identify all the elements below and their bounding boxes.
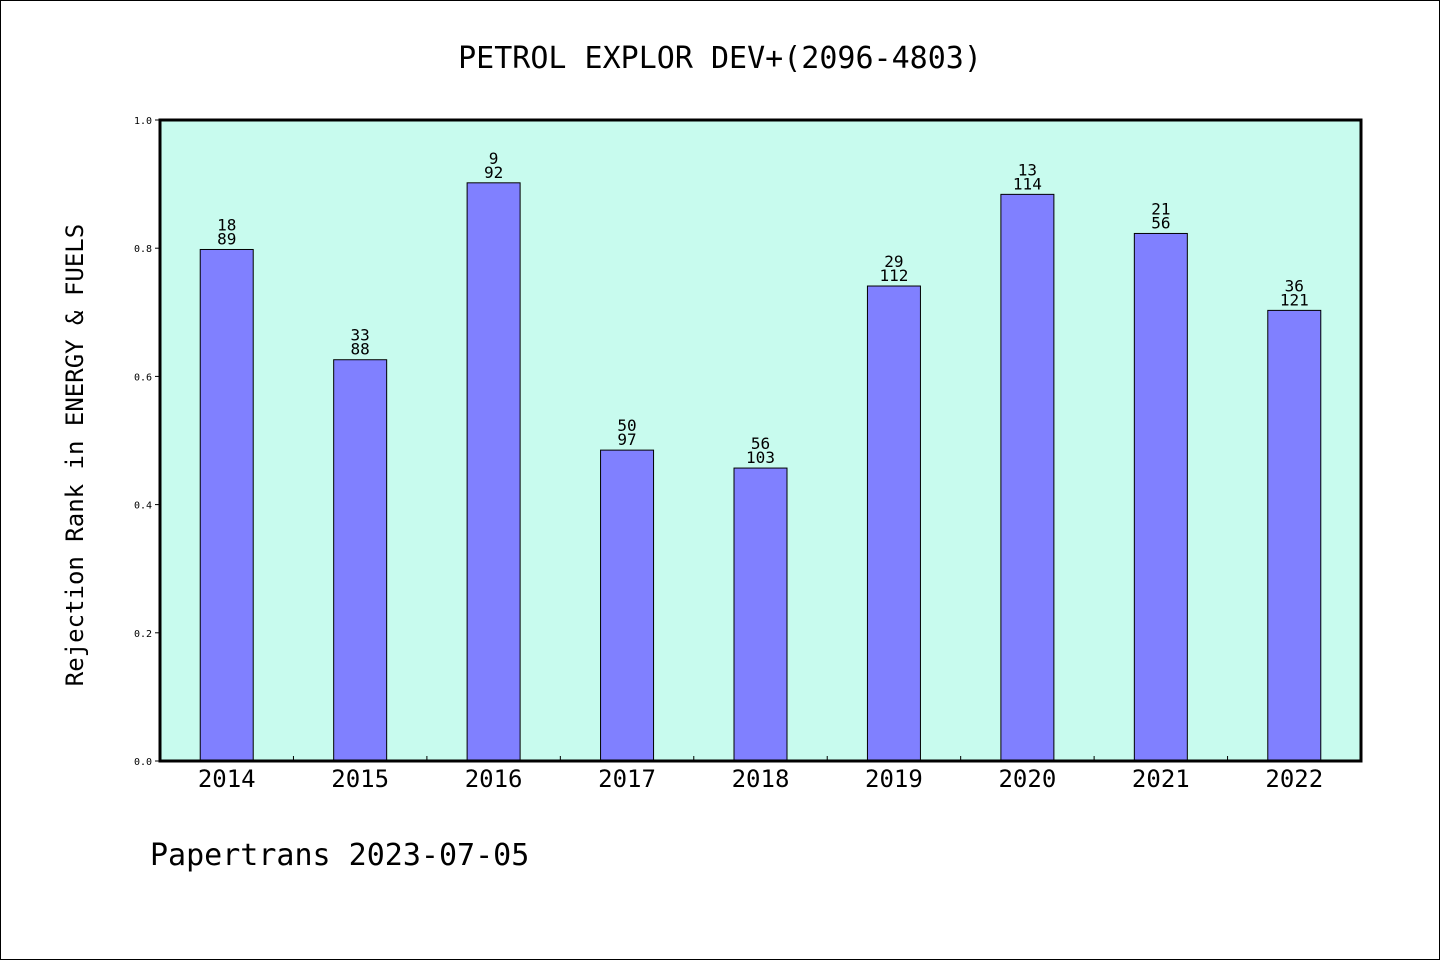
bar-label-bottom-2022: 121	[1280, 290, 1309, 309]
bar-label-bottom-2018: 103	[746, 448, 775, 467]
bar-2020	[1000, 193, 1055, 762]
bar-label-top-2017: 50	[617, 416, 636, 435]
x-tick-label-2022: 2022	[1265, 765, 1323, 793]
bar-label-top-2015: 33	[351, 326, 370, 345]
bar-2019	[866, 285, 921, 762]
y-tick-label-0.4: 0.4	[134, 501, 152, 512]
x-tick-label-2018: 2018	[732, 765, 790, 793]
bar-label-top-2018: 56	[751, 434, 770, 453]
y-tick-label-0.2: 0.2	[134, 629, 152, 640]
y-tick-label-0.6: 0.6	[134, 372, 152, 383]
bar-2014	[199, 248, 254, 762]
bar-label-top-2022: 36	[1285, 276, 1304, 295]
x-tick-label-2021: 2021	[1132, 765, 1190, 793]
bar-label-bottom-2015: 88	[351, 340, 370, 359]
x-axis: 2014 2015 2016 2017 2018 2019 2020 2021 2022	[198, 756, 1323, 793]
bar-2017	[600, 449, 655, 762]
bar-label-top-2020: 13	[1018, 160, 1037, 179]
bar-label-bottom-2017: 97	[617, 430, 636, 449]
x-tick-label-2015: 2015	[331, 765, 389, 793]
plot-border	[158, 118, 1363, 763]
bar-2022	[1267, 309, 1322, 762]
bar-label-top-2016: 9	[489, 149, 499, 168]
bar-2015	[333, 359, 388, 762]
y-axis-label: Rejection Rank in ENERGY & FUELS	[61, 224, 89, 686]
x-tick-label-2014: 2014	[198, 765, 256, 793]
bars-group	[199, 182, 1322, 762]
bar-label-top-2019: 29	[884, 252, 903, 271]
y-tick-label-1.0: 1.0	[134, 116, 152, 127]
bar-label-bottom-2020: 114	[1013, 174, 1042, 193]
x-tick-label-2017: 2017	[598, 765, 656, 793]
footer-text: Papertrans 2023-07-05	[150, 838, 529, 873]
y-tick-label-0.8: 0.8	[134, 244, 152, 255]
x-tick-label-2016: 2016	[465, 765, 523, 793]
chart-title: PETROL EXPLOR DEV+(2096-4803)	[458, 41, 982, 76]
x-tick-label-2019: 2019	[865, 765, 923, 793]
bar-2021	[1133, 232, 1188, 762]
bar-2016	[466, 182, 521, 762]
bar-label-bottom-2019: 112	[879, 266, 908, 285]
bar-label-top-2021: 21	[1151, 199, 1170, 218]
y-tick-label-0.0: 0.0	[134, 757, 152, 768]
bar-label-bottom-2016: 92	[484, 163, 503, 182]
bar-label-bottom-2021: 56	[1151, 213, 1170, 232]
x-tick-label-2020: 2020	[998, 765, 1056, 793]
bar-2018	[733, 467, 788, 762]
y-axis: 0.0 0.2 0.4 0.6 0.8 1.0	[134, 116, 160, 768]
bar-label-bottom-2014: 89	[217, 229, 236, 248]
bar-label-top-2014: 18	[217, 215, 236, 234]
